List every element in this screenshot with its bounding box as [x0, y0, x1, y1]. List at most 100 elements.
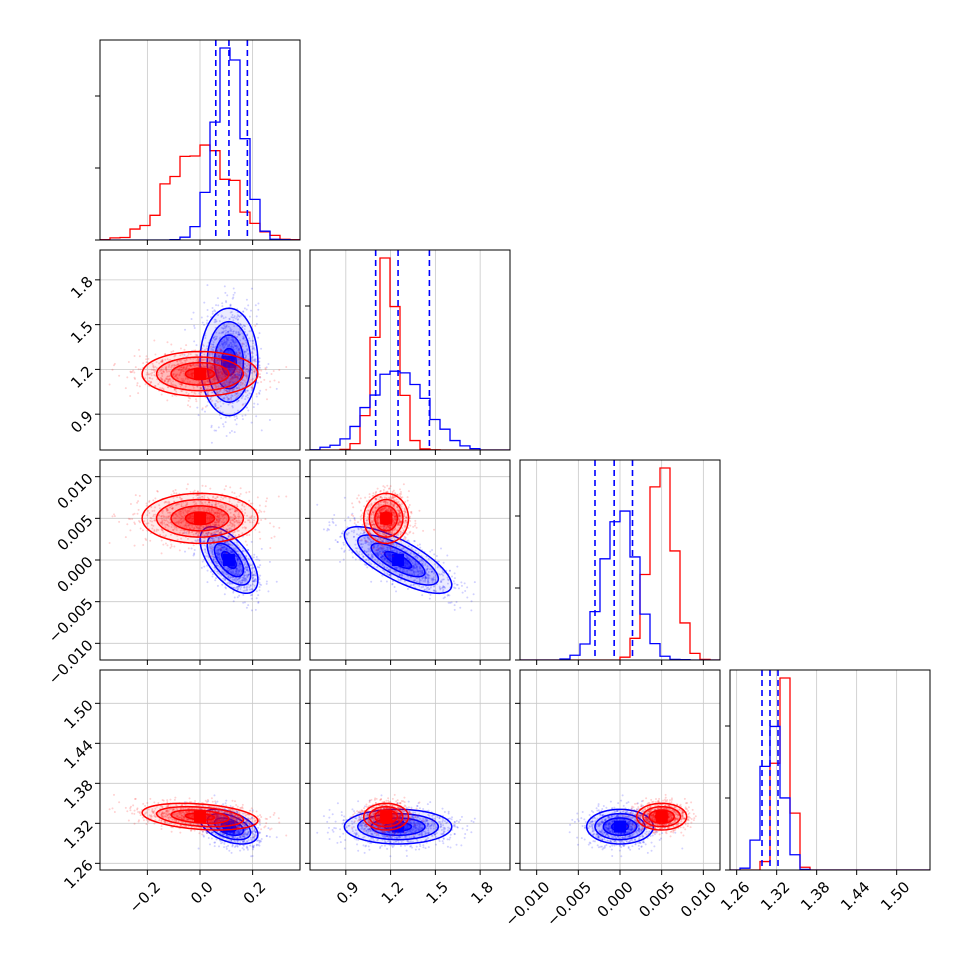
sample-point: [229, 373, 232, 376]
sample-point: [211, 553, 214, 556]
sample-point: [234, 548, 237, 551]
sample-point: [248, 367, 251, 370]
sample-point: [230, 549, 233, 552]
sample-point: [221, 411, 224, 414]
sample-point: [235, 379, 238, 382]
sample-point: [196, 354, 199, 357]
sample-point: [185, 367, 188, 370]
sample-point: [228, 569, 231, 572]
sample-point: [206, 284, 209, 287]
sample-point: [193, 340, 196, 343]
sample-point: [161, 358, 164, 361]
sample-point: [230, 552, 233, 555]
sample-point: [215, 399, 218, 402]
sample-point: [202, 365, 205, 368]
sample-point: [254, 304, 257, 307]
sample-point: [182, 370, 185, 373]
sample-point: [214, 318, 217, 321]
sample-point: [247, 362, 250, 365]
sample-point: [215, 376, 218, 379]
sample-point: [217, 366, 220, 369]
sample-point: [264, 368, 267, 371]
sample-point: [145, 502, 148, 505]
sample-point: [239, 565, 242, 568]
sample-point: [217, 359, 220, 362]
sample-point: [218, 371, 221, 374]
sample-point: [225, 435, 228, 438]
sample-point: [250, 540, 253, 543]
sample-point: [229, 381, 232, 384]
sample-point: [187, 396, 190, 399]
sample-point: [221, 384, 224, 387]
sample-point: [250, 609, 253, 612]
sample-point: [112, 513, 115, 516]
sample-point: [229, 332, 232, 335]
sample-point: [200, 381, 203, 384]
sample-point: [216, 359, 219, 362]
sample-point: [336, 540, 339, 543]
sample-point: [221, 546, 224, 549]
sample-point: [211, 381, 214, 384]
sample-point: [239, 333, 242, 336]
sample-point: [252, 367, 255, 370]
sample-point: [203, 410, 206, 413]
sample-point: [237, 358, 240, 361]
sample-point: [224, 375, 227, 378]
sample-point: [257, 601, 260, 604]
sample-point: [222, 346, 225, 349]
sample-point: [238, 573, 241, 576]
sample-point: [235, 550, 238, 553]
sample-point: [170, 383, 173, 386]
sample-point: [170, 350, 173, 353]
sample-point: [247, 371, 250, 374]
sample-point: [238, 371, 241, 374]
sample-point: [221, 305, 224, 308]
sample-point: [230, 551, 233, 554]
sample-point: [221, 382, 224, 385]
panel-1-1: [305, 249, 511, 455]
sample-point: [222, 343, 225, 346]
sample-point: [200, 380, 203, 383]
sample-point: [214, 579, 217, 582]
sample-point: [241, 382, 244, 385]
sample-point: [218, 332, 221, 335]
sample-point: [228, 568, 231, 571]
sample-point: [259, 537, 262, 540]
sample-point: [254, 360, 257, 363]
sample-point: [235, 392, 238, 395]
sample-point: [182, 378, 185, 381]
sample-point: [247, 304, 250, 307]
sample-point: [201, 560, 204, 563]
sample-point: [264, 518, 267, 521]
sample-point: [240, 397, 243, 400]
sample-point: [227, 363, 230, 366]
sample-point: [270, 373, 273, 376]
sample-point: [217, 537, 220, 540]
sample-point: [208, 359, 211, 362]
sample-point: [249, 339, 252, 342]
sample-point: [254, 324, 257, 327]
sample-point: [244, 577, 247, 580]
sample-point: [221, 302, 224, 305]
sample-point: [215, 349, 218, 352]
sample-point: [251, 387, 254, 390]
sample-point: [257, 336, 260, 339]
sample-point: [159, 387, 162, 390]
sample-point: [182, 380, 185, 383]
sample-point: [210, 358, 213, 361]
sample-point: [213, 378, 216, 381]
sample-point: [180, 383, 183, 386]
sample-point: [236, 366, 239, 369]
sample-point: [213, 377, 216, 380]
sample-point: [226, 390, 229, 393]
sample-point: [222, 570, 225, 573]
sample-point: [228, 318, 231, 321]
sample-point: [111, 368, 114, 371]
sample-point: [219, 371, 222, 374]
sample-point: [334, 539, 337, 542]
sample-point: [273, 379, 276, 382]
sample-point: [211, 367, 214, 370]
sample-point: [238, 358, 241, 361]
sample-point: [224, 372, 227, 375]
sample-point: [472, 593, 475, 596]
